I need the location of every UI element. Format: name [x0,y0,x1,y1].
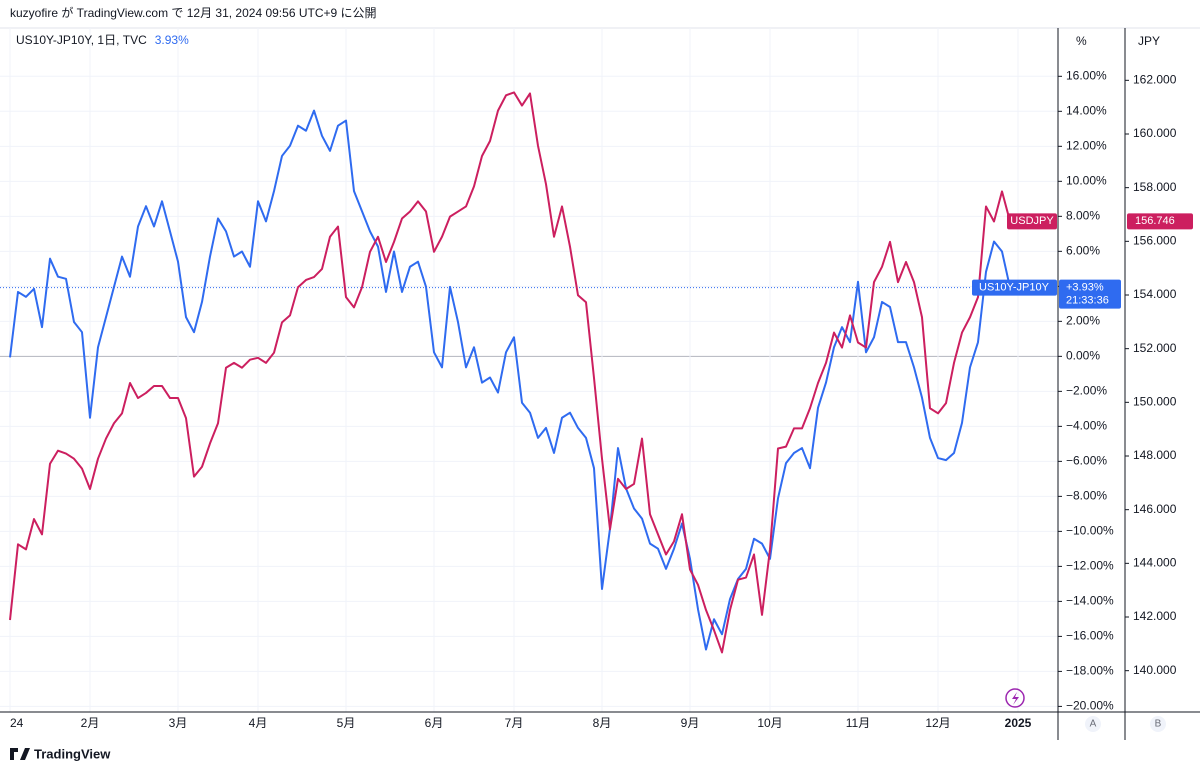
y-tick-label: 8.00% [1066,208,1100,222]
y2-tick-label: 154.000 [1133,287,1177,301]
x-tick-label: 10月 [757,716,782,730]
y-tick-label: 14.00% [1066,103,1107,117]
scale-button[interactable] [1150,716,1166,732]
y-tick-label: −6.00% [1066,454,1107,468]
lines [9,91,1011,654]
x-tick-label: 11月 [846,716,870,730]
y2-tick-label: 152.000 [1133,341,1177,355]
y-tick-label: −12.00% [1066,559,1114,573]
series-tag [972,279,1057,296]
y2-tick-label: 160.000 [1133,126,1177,140]
series-tag [1007,213,1057,230]
series-tag-label: USDJPY [1010,215,1054,227]
scale-button-label[interactable]: A [1090,719,1097,730]
x-tick-label: 3月 [169,716,188,730]
footer-logo [10,748,30,760]
y-tick-label: −4.00% [1066,419,1107,433]
y-tick-label: 12.00% [1066,138,1107,152]
scale-button-label[interactable]: B [1155,719,1162,730]
price-tag-label: 156.746 [1135,215,1175,227]
price-tag-label: +3.93% [1066,281,1104,293]
y-tick-label: −16.00% [1066,629,1114,643]
y-tick-label: −18.00% [1066,664,1114,678]
y2-tick-label: 148.000 [1133,448,1177,462]
y2-tick-label: 146.000 [1133,502,1177,516]
y-tick-label: −2.00% [1066,384,1107,398]
y-tick-label: 10.00% [1066,173,1107,187]
y-axis-label: % [1076,34,1087,48]
y-tick-label: −8.00% [1066,489,1107,503]
x-tick-label: 24 [10,716,24,730]
y-tick-label: −10.00% [1066,524,1114,538]
y2-tick-label: 156.000 [1133,234,1177,248]
grid [0,28,1058,712]
y-tick-label: 6.00% [1066,244,1100,258]
x-tick-label: 6月 [425,716,444,730]
price-tag [1059,279,1121,309]
x-tick-label: 2025 [1005,716,1032,730]
y-tick-label: −14.00% [1066,594,1114,608]
x-tick-label: 8月 [593,716,612,730]
header: kuzyofire が TradingView.com で 12月 31, 20… [10,5,377,20]
alert-icon[interactable] [1005,688,1025,708]
x-tick-label: 7月 [505,716,524,730]
y2-tick-label: 144.000 [1133,556,1177,570]
x-tick-label: 5月 [337,716,356,730]
x-tick-label: 12月 [925,716,950,730]
alert-icon-bolt [1012,692,1019,705]
legend: US10Y-JP10Y, 1日, TVC [16,33,147,47]
series-tag-label: US10Y-JP10Y [979,281,1050,293]
price-tag [1127,213,1193,230]
legend-value: 3.93% [155,33,189,47]
footer: TradingView [34,746,111,761]
x-tick-label: 4月 [249,716,268,730]
y-tick-label: 2.00% [1066,314,1100,328]
series-line [9,109,1011,651]
y-tick-label: 0.00% [1066,349,1100,363]
x-tick-label: 9月 [681,716,700,730]
y2-tick-label: 158.000 [1133,180,1177,194]
y-tick-label: −20.00% [1066,699,1114,713]
y2-tick-label: 140.000 [1133,663,1177,677]
y2-tick-label: 150.000 [1133,395,1177,409]
scale-button[interactable] [1085,716,1101,732]
countdown: 21:33:36 [1066,294,1109,306]
y2-tick-label: 162.000 [1133,72,1177,86]
y-tick-label: 16.00% [1066,68,1107,82]
y2-axis-label: JPY [1138,34,1160,48]
y2-tick-label: 142.000 [1133,609,1177,623]
x-tick-label: 2月 [81,716,100,730]
series-line [9,91,1011,654]
